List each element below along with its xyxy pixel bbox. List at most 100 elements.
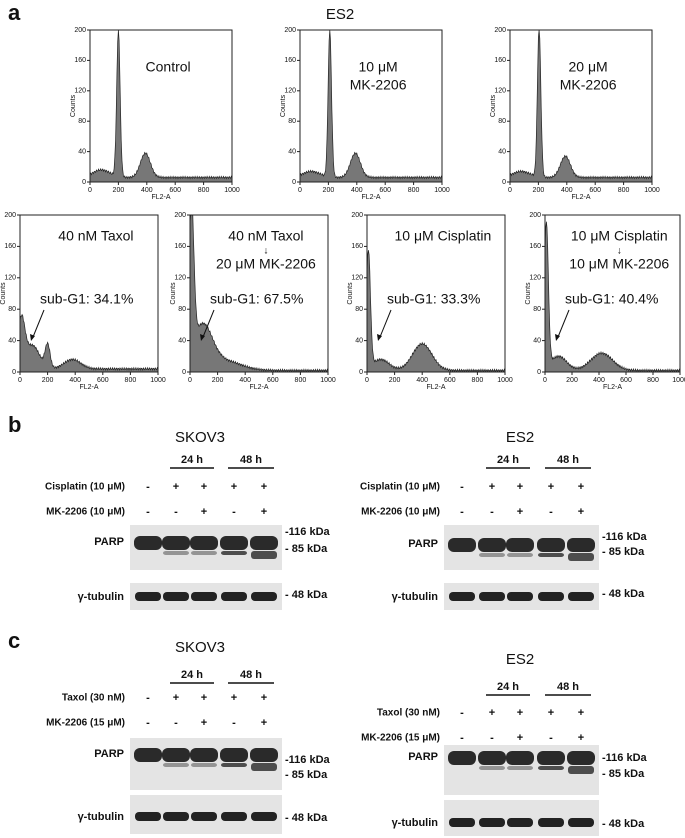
band-48 — [449, 592, 475, 601]
band-48 — [191, 592, 217, 601]
panel-label: b — [8, 412, 21, 437]
y-tick-label: 160 — [174, 243, 186, 250]
cell-line-title: ES2 — [506, 651, 534, 668]
x-tick-label: 400 — [351, 187, 363, 194]
y-tick-label: 40 — [288, 148, 296, 155]
x-tick-label: 0 — [298, 187, 302, 194]
x-tick-label: 200 — [323, 187, 335, 194]
treatment-sign: - — [549, 506, 553, 518]
y-tick-label: 120 — [4, 275, 16, 282]
x-tick-label: 400 — [416, 377, 428, 384]
treatment-sign: + — [173, 692, 179, 704]
plot-frame — [366, 214, 506, 373]
x-tick-label: 600 — [589, 187, 601, 194]
y-tick-label: 120 — [529, 275, 541, 282]
size-marker: -116 kDa — [602, 531, 648, 543]
band-48 — [163, 592, 189, 601]
treatment-sign: + — [201, 692, 207, 704]
band-85 — [538, 766, 564, 770]
x-tick-label: 1000 — [434, 187, 450, 194]
band-48 — [538, 592, 564, 601]
treatment-sign: + — [578, 707, 584, 719]
size-marker: -116 kDa — [285, 526, 331, 538]
y-axis-label: Counts — [347, 282, 354, 305]
x-tick-label: 600 — [620, 377, 632, 384]
y-tick-label: 80 — [355, 306, 363, 313]
sub-g1-annotation: sub-G1: 67.5% — [210, 291, 303, 307]
x-tick-label: 1000 — [497, 377, 513, 384]
band-85 — [221, 763, 247, 767]
cell-line-title: SKOV3 — [175, 639, 225, 656]
x-axis-label: FL2-A — [361, 194, 380, 201]
size-marker: - 85 kDa — [285, 769, 328, 781]
x-tick-label: 200 — [212, 377, 224, 384]
band-116 — [448, 751, 476, 765]
arrow-head — [377, 334, 382, 341]
time-label: 24 h — [497, 681, 519, 693]
treatment-sign: + — [231, 481, 237, 493]
plot-frame — [19, 214, 159, 373]
y-tick-label: 40 — [8, 337, 16, 344]
band-48 — [135, 592, 161, 601]
plot-frame — [189, 214, 329, 373]
size-marker: - 85 kDa — [285, 543, 328, 555]
treatment-label: 10 μM MK-2206 — [569, 256, 669, 272]
size-marker: - 48 kDa — [285, 589, 328, 601]
band-48 — [221, 592, 247, 601]
band-116 — [478, 538, 506, 552]
band-85 — [568, 766, 594, 774]
x-axis-label: FL2-A — [571, 194, 590, 201]
y-tick-label: 0 — [359, 369, 363, 376]
treatment-sign: + — [578, 732, 584, 744]
band-85 — [507, 766, 533, 770]
histogram — [89, 29, 233, 183]
x-tick-label: 600 — [444, 377, 456, 384]
treatment-sign: + — [261, 717, 267, 729]
x-tick-label: 0 — [18, 377, 22, 384]
panel-label: a — [8, 0, 21, 25]
y-tick-label: 200 — [4, 212, 16, 219]
treatment-sign: - — [549, 732, 553, 744]
band-48 — [479, 592, 505, 601]
histogram — [544, 221, 681, 373]
y-tick-label: 0 — [537, 369, 541, 376]
annotation-arrow — [557, 309, 570, 338]
y-tick-label: 80 — [178, 306, 186, 313]
y-tick-label: 120 — [284, 88, 296, 95]
plot-frame — [89, 29, 233, 183]
band-116 — [537, 751, 565, 765]
y-tick-label: 40 — [178, 337, 186, 344]
x-tick-label: 0 — [88, 187, 92, 194]
treatment-label: MK-2206 — [560, 77, 617, 93]
treatment-sign: + — [517, 707, 523, 719]
treatment-sign: + — [231, 692, 237, 704]
treatment-sign: - — [460, 707, 464, 719]
treatment-sign: + — [517, 732, 523, 744]
treatment-sign: + — [173, 481, 179, 493]
band-85 — [568, 553, 594, 561]
band-48 — [191, 812, 217, 821]
treatment-row-label: MK-2206 (15 μM) — [46, 718, 125, 729]
treatment-sign: - — [490, 506, 494, 518]
treatment-sign: + — [489, 481, 495, 493]
x-tick-label: 600 — [267, 377, 279, 384]
treatment-row-label: Taxol (30 nM) — [62, 693, 125, 704]
time-label: 48 h — [557, 681, 579, 693]
band-116 — [250, 536, 278, 550]
histogram — [299, 29, 443, 183]
treatment-label: Control — [146, 59, 191, 75]
x-tick-label: 600 — [379, 187, 391, 194]
x-tick-label: 0 — [543, 377, 547, 384]
x-tick-label: 200 — [566, 377, 578, 384]
band-116 — [220, 536, 248, 550]
size-marker: - 48 kDa — [285, 812, 328, 824]
band-85 — [251, 763, 277, 771]
y-tick-label: 160 — [4, 243, 16, 250]
treatment-label: 40 nM Taxol — [58, 228, 133, 244]
band-48 — [507, 818, 533, 827]
histogram — [19, 313, 159, 373]
band-48 — [449, 818, 475, 827]
annotation-arrow — [379, 309, 392, 338]
treatment-sign: - — [146, 481, 150, 493]
y-tick-label: 200 — [494, 27, 506, 34]
